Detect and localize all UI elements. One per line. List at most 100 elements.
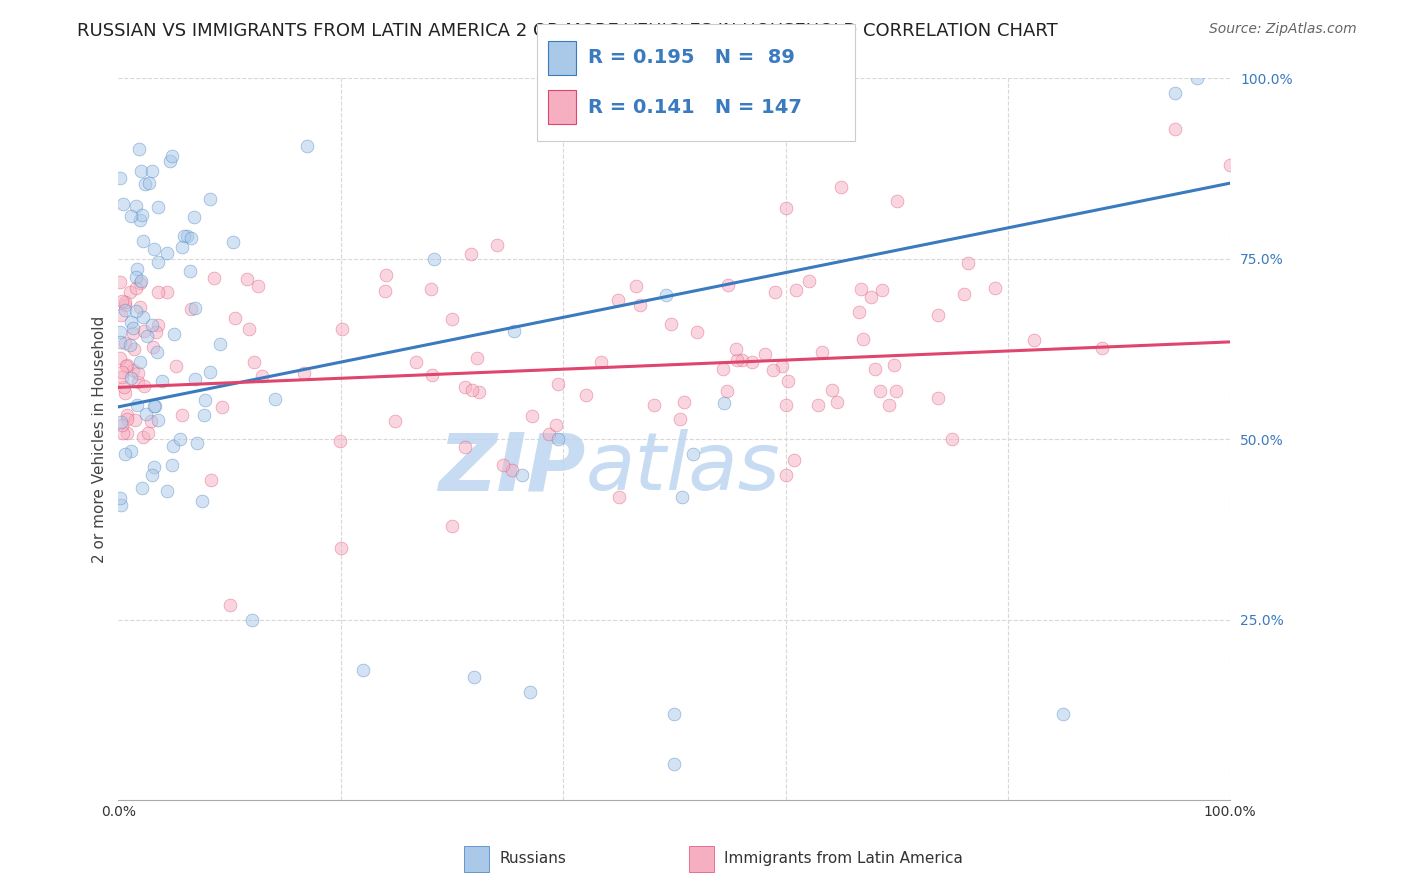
Text: R = 0.141   N = 147: R = 0.141 N = 147 [588, 97, 801, 117]
Point [114, 359, 136, 373]
Point [198, 192, 221, 206]
Point [941, 433, 963, 447]
Point [125, 398, 148, 412]
Point [465, 351, 488, 366]
Point [886, 194, 908, 209]
Point [150, 375, 173, 389]
Point [179, 263, 201, 277]
Point [135, 407, 157, 421]
Point [236, 272, 259, 286]
Point [127, 375, 149, 389]
Point [128, 142, 150, 156]
Point [468, 384, 491, 399]
Point [222, 235, 245, 250]
Point [148, 318, 170, 332]
Point [741, 355, 763, 369]
Point [682, 447, 704, 461]
Point [110, 498, 132, 512]
Point [169, 432, 191, 446]
Point [156, 483, 179, 498]
Text: atlas: atlas [585, 429, 780, 508]
Point [135, 328, 157, 343]
Text: RUSSIAN VS IMMIGRANTS FROM LATIN AMERICA 2 OR MORE VEHICLES IN HOUSEHOLD CORRELA: RUSSIAN VS IMMIGRANTS FROM LATIN AMERICA… [77, 22, 1059, 40]
Point [125, 199, 148, 213]
Point [519, 685, 541, 699]
Point [114, 447, 136, 461]
Point [143, 459, 166, 474]
Point [110, 308, 132, 322]
Point [1219, 158, 1241, 172]
Point [537, 427, 560, 442]
Point [454, 380, 477, 394]
Point [173, 229, 195, 244]
Point [510, 468, 533, 483]
Point [138, 176, 160, 190]
Point [626, 279, 648, 293]
Point [110, 415, 132, 429]
Point [184, 372, 207, 386]
Point [218, 599, 240, 613]
Point [731, 353, 754, 368]
Point [264, 392, 287, 406]
Point [131, 164, 153, 178]
Point [112, 425, 135, 440]
Point [852, 332, 875, 346]
Point [352, 663, 374, 677]
Point [405, 355, 427, 369]
Point [141, 318, 163, 332]
Point [211, 400, 233, 414]
Point [797, 274, 820, 288]
Point [775, 468, 797, 483]
Point [159, 153, 181, 168]
Point [131, 481, 153, 495]
Point [193, 408, 215, 422]
Point [294, 366, 316, 380]
Point [112, 197, 135, 211]
Point [329, 541, 352, 555]
Point [120, 444, 142, 458]
Point [491, 458, 513, 472]
Point [115, 426, 138, 441]
Point [162, 439, 184, 453]
Point [120, 338, 142, 352]
Point [128, 355, 150, 369]
Point [785, 283, 807, 297]
Point [547, 433, 569, 447]
Y-axis label: 2 or more Vehicles in Household: 2 or more Vehicles in Household [93, 316, 107, 563]
Point [136, 425, 159, 440]
Point [821, 383, 844, 397]
Point [716, 384, 738, 399]
Point [114, 294, 136, 309]
Point [108, 351, 131, 366]
Point [775, 202, 797, 216]
Point [763, 285, 786, 300]
Text: Source: ZipAtlas.com: Source: ZipAtlas.com [1209, 22, 1357, 37]
Point [170, 240, 193, 254]
Point [659, 318, 682, 332]
Point [460, 247, 482, 261]
Point [863, 361, 886, 376]
Point [209, 336, 232, 351]
Point [180, 231, 202, 245]
Point [246, 278, 269, 293]
Point [131, 208, 153, 222]
Point [124, 413, 146, 427]
Point [754, 347, 776, 361]
Point [200, 473, 222, 487]
Point [420, 282, 443, 296]
Point [184, 301, 207, 316]
Point [129, 300, 152, 314]
Point [775, 398, 797, 412]
Point [176, 229, 198, 244]
Point [502, 324, 524, 338]
Point [440, 311, 463, 326]
Point [160, 149, 183, 163]
Point [423, 252, 446, 266]
Point [1052, 706, 1074, 721]
Point [146, 345, 169, 359]
Point [374, 284, 396, 298]
Point [224, 311, 246, 326]
Point [869, 384, 891, 398]
Point [575, 388, 598, 402]
Point [770, 359, 793, 373]
